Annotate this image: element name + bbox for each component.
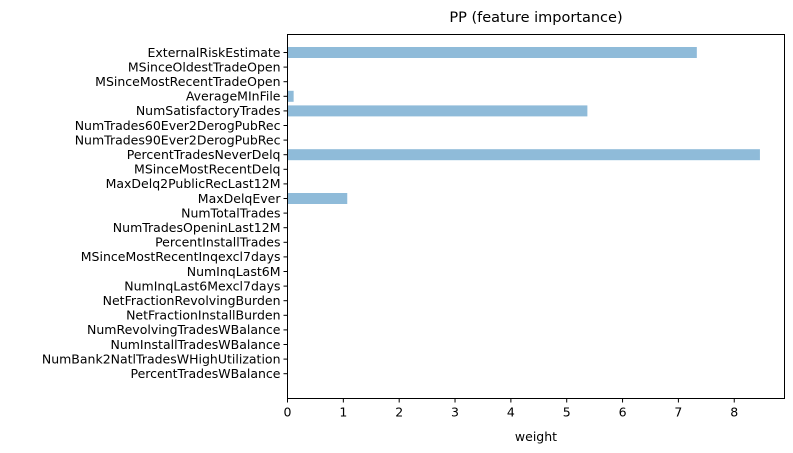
chart-title: PP (feature importance) (449, 10, 622, 26)
y-tick-label: NumBank2NatlTradesWHighUtilization (42, 351, 281, 366)
bar-external-risk-estimate (287, 47, 697, 58)
y-tick-label: NumInstallTradesWBalance (110, 337, 280, 352)
y-tick-label: MSinceMostRecentInqexcl7days (81, 249, 281, 264)
x-tick-label: 0 (284, 405, 292, 420)
x-tick-label: 5 (563, 405, 571, 420)
x-tick-label: 6 (619, 405, 627, 420)
y-tick-label: AverageMInFile (186, 89, 281, 104)
y-tick-label: PercentInstallTrades (155, 235, 280, 250)
y-axis-ticks: ExternalRiskEstimateMSinceOldestTradeOpe… (42, 45, 288, 381)
x-tick-label: 1 (339, 405, 347, 420)
y-tick-label: NumTotalTrades (181, 205, 280, 220)
y-tick-label: ExternalRiskEstimate (148, 45, 281, 60)
y-tick-label: NumTrades90Ever2DerogPubRec (75, 132, 281, 147)
bar-average-min-file (287, 90, 294, 102)
plot-frame (287, 34, 785, 399)
y-tick-label: MSinceOldestTradeOpen (128, 59, 281, 74)
y-tick-label: NumRevolvingTradesWBalance (87, 322, 281, 337)
y-tick-label: NumInqLast6M (187, 264, 281, 279)
y-tick-label: NumTrades60Ever2DerogPubRec (75, 118, 281, 133)
y-tick-label: MSinceMostRecentDelq (134, 162, 280, 177)
y-tick-label: PercentTradesWBalance (131, 366, 281, 381)
x-tick-label: 2 (395, 405, 403, 420)
y-tick-label: NumSatisfactoryTrades (136, 103, 281, 118)
y-tick-label: MaxDelqEver (198, 191, 282, 206)
bar-max-delq-ever (287, 193, 348, 204)
bar-percent-trades-never-delq (287, 149, 760, 161)
x-tick-label: 4 (507, 405, 515, 420)
x-axis-ticks: 0 1 2 3 4 5 6 7 8 (284, 398, 738, 420)
y-tick-label: PercentTradesNeverDelq (127, 147, 281, 162)
x-axis-label: weight (515, 429, 557, 444)
y-tick-label: NetFractionRevolvingBurden (103, 293, 281, 308)
x-tick-label: 8 (730, 405, 738, 420)
x-tick-label: 3 (451, 405, 459, 420)
x-tick-label: 7 (674, 405, 682, 420)
y-tick-label: MaxDelq2PublicRecLast12M (106, 176, 281, 191)
y-tick-label: NumTradesOpeninLast12M (113, 220, 281, 235)
y-tick-label: MSinceMostRecentTradeOpen (95, 74, 280, 89)
bar-num-satisfactory-trades (287, 105, 588, 117)
y-tick-label: NetFractionInstallBurden (126, 308, 280, 323)
y-tick-label: NumInqLast6Mexcl7days (124, 278, 280, 293)
bars-group (287, 47, 760, 204)
